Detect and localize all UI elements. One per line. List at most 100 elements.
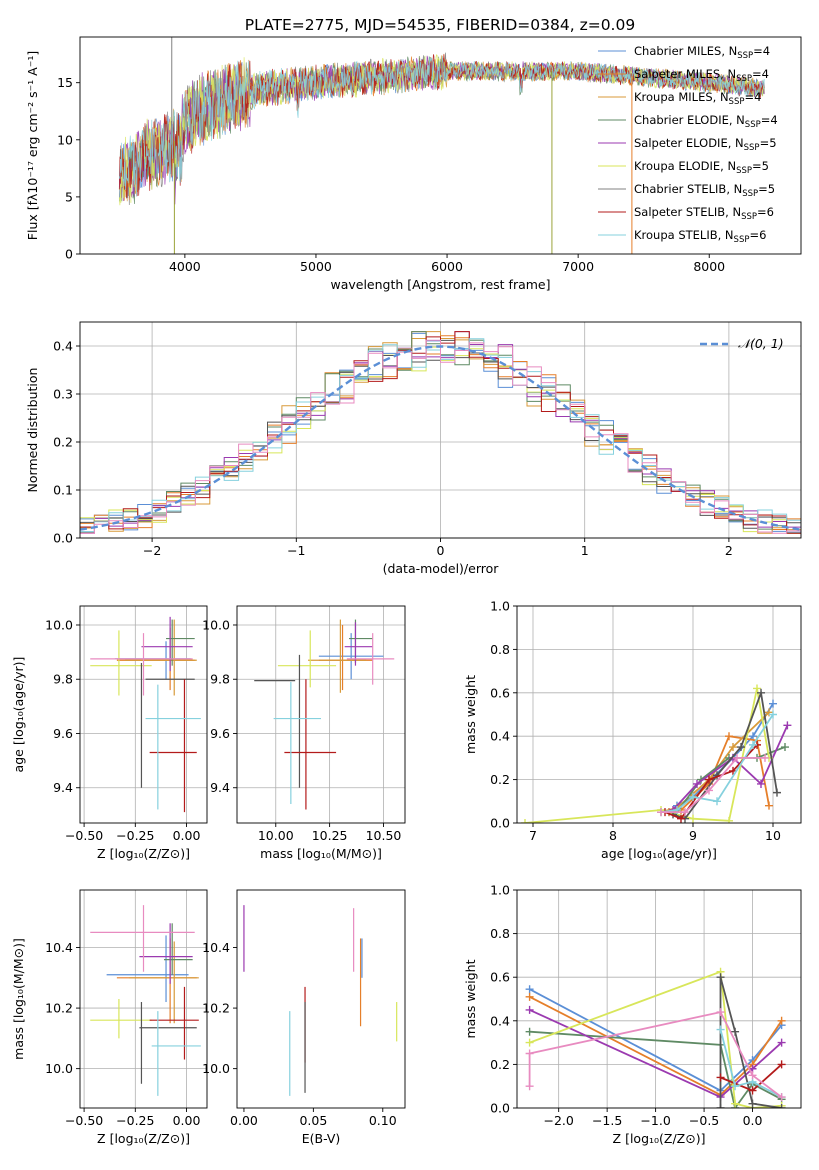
y-tick-label: 9.8 bbox=[210, 672, 230, 687]
mass-weight-marker bbox=[748, 1086, 757, 1095]
x-tick-label: 8000 bbox=[693, 259, 725, 274]
axes-frame bbox=[516, 605, 802, 824]
legend-entry: Chabrier MILES, NSSP=4 bbox=[634, 44, 770, 61]
x-tick-label: −0.50 bbox=[65, 1113, 103, 1128]
plot-area bbox=[254, 619, 395, 810]
gaussian-curve bbox=[80, 345, 801, 531]
mass-weight-marker bbox=[705, 786, 713, 795]
x-axis-label: E(B-V) bbox=[302, 1131, 341, 1146]
legend-entry: Kroupa STELIB, NSSP=6 bbox=[634, 228, 766, 245]
x-axis-label: age [log₁₀(age/yr)] bbox=[601, 846, 717, 861]
mass-weight-marker bbox=[693, 779, 701, 788]
y-tick-label: 10.0 bbox=[202, 617, 230, 632]
x-tick-label: 7000 bbox=[562, 259, 594, 274]
mass-weight-marker bbox=[765, 801, 773, 810]
plot-area bbox=[243, 905, 398, 1096]
mass-weight-marker bbox=[769, 699, 777, 708]
axes-frame bbox=[79, 605, 208, 824]
mass-weight-marker bbox=[681, 808, 689, 817]
legend-entry: Salpeter MILES, NSSP=4 bbox=[634, 67, 769, 84]
mass-weight-marker bbox=[705, 775, 713, 784]
x-tick-label: −2 bbox=[143, 543, 161, 558]
mass-weight-marker bbox=[716, 1104, 725, 1108]
x-tick-label: 10.00 bbox=[258, 828, 294, 843]
y-tick-label: 10.0 bbox=[45, 617, 73, 632]
x-axis-label: mass [log₁₀(M/M⊙)] bbox=[260, 846, 382, 861]
panel-spectrum: Chabrier MILES, NSSP=4 Salpeter MILES, NS… bbox=[25, 36, 802, 292]
x-tick-label: 5000 bbox=[300, 259, 332, 274]
y-tick-label: 15 bbox=[57, 75, 73, 90]
plot-area bbox=[525, 967, 786, 1108]
panel-mass_weight_vs_age: 7 8 9 10 0.0 0.2 0.4 0.6 0.8 1.0 age [log₁₀(age/yr… bbox=[463, 599, 802, 861]
mass-weight-marker bbox=[757, 779, 765, 788]
y-tick-label: 10.0 bbox=[202, 1061, 230, 1076]
mass-weight-marker bbox=[731, 1082, 740, 1091]
mass-weight-marker bbox=[777, 1060, 786, 1069]
x-tick-label: −1.5 bbox=[592, 1113, 622, 1128]
axes-decor: 𝒩(0, 1) −2 −1 0 1 2 0.0 0.1 0.2 0.3 0.4 (data-model… bbox=[25, 321, 802, 576]
y-tick-label: 9.6 bbox=[53, 726, 73, 741]
legend-entry: Kroupa ELODIE, NSSP=5 bbox=[634, 159, 769, 176]
axes-decor: 0.00 0.05 0.10 10.0 10.2 10.4 E(B-V) bbox=[202, 889, 406, 1146]
axes-frame bbox=[516, 889, 802, 1109]
x-tick-label: 10.50 bbox=[366, 828, 402, 843]
panel-age_vs_Z: −0.50 −0.25 0.00 9.4 9.6 9.8 10.0 Z [log₁₀(Z/Z⊙… bbox=[11, 605, 208, 861]
y-tick-label: 1.0 bbox=[490, 883, 510, 898]
axes-frame bbox=[79, 889, 208, 1109]
x-tick-label: 1 bbox=[581, 543, 589, 558]
legend-entry: Salpeter ELODIE, NSSP=5 bbox=[634, 136, 777, 153]
y-tick-label: 5 bbox=[65, 189, 73, 204]
axes-decor: 10.00 10.25 10.50 9.4 9.6 9.8 10.0 mass [log₁₀(… bbox=[202, 605, 406, 861]
mass-weight-marker bbox=[748, 1099, 757, 1108]
mass-weight-marker bbox=[753, 684, 761, 693]
y-tick-label: 0.6 bbox=[490, 685, 510, 700]
x-axis-label: Z [log₁₀(Z/Z⊙)] bbox=[613, 1131, 706, 1146]
mass-weight-marker bbox=[716, 1073, 725, 1082]
panel-mass_weight_vs_Z: −2.0 −1.5 −1.0 −0.5 0.0 0.0 0.2 0.4 0.6 0.8 1.0 Z [… bbox=[463, 883, 802, 1146]
y-tick-label: 0.4 bbox=[490, 1013, 510, 1028]
x-axis-label: (data-model)/error bbox=[383, 561, 500, 576]
x-tick-label: 10.25 bbox=[312, 828, 348, 843]
y-axis-label: mass weight bbox=[463, 959, 478, 1038]
mass-weight-marker bbox=[677, 814, 685, 823]
x-tick-label: −1 bbox=[287, 543, 305, 558]
legend-entry: Salpeter STELIB, NSSP=6 bbox=[634, 205, 774, 222]
y-tick-label: 0.4 bbox=[490, 729, 510, 744]
y-axis-label: mass [log₁₀(M/M⊙)] bbox=[11, 938, 26, 1060]
y-tick-label: 0.8 bbox=[490, 642, 510, 657]
y-tick-label: 9.6 bbox=[210, 726, 230, 741]
y-tick-label: 0 bbox=[65, 247, 73, 262]
x-tick-label: −0.50 bbox=[65, 828, 103, 843]
mass-weight-marker bbox=[731, 1099, 740, 1108]
x-tick-label: 0.05 bbox=[299, 1113, 327, 1128]
y-tick-label: 10.4 bbox=[202, 940, 230, 955]
y-tick-label: 0.4 bbox=[53, 339, 73, 354]
mass-weight-marker bbox=[781, 743, 789, 752]
mass-weight-marker bbox=[777, 1104, 786, 1108]
y-tick-label: 10.2 bbox=[45, 1001, 73, 1016]
y-tick-label: 0.1 bbox=[53, 483, 73, 498]
mass-weight-marker bbox=[525, 1038, 534, 1047]
x-tick-label: 2 bbox=[725, 543, 733, 558]
x-tick-label: 0 bbox=[437, 543, 445, 558]
y-tick-label: 10.2 bbox=[202, 1001, 230, 1016]
mass-weight-marker bbox=[521, 819, 529, 823]
mass-weight-series bbox=[529, 1030, 783, 1108]
x-axis-label: Z [log₁₀(Z/Z⊙)] bbox=[97, 1131, 190, 1146]
axes-decor: −0.50 −0.25 0.00 9.4 9.6 9.8 10.0 Z [log₁₀(Z/Z⊙… bbox=[11, 605, 208, 861]
x-tick-label: 7 bbox=[529, 828, 537, 843]
mass-weight-marker bbox=[749, 732, 757, 741]
mass-weight-marker bbox=[689, 792, 697, 801]
plot-area bbox=[80, 331, 801, 538]
histogram-series bbox=[80, 339, 801, 538]
y-tick-label: 0.0 bbox=[490, 816, 510, 831]
mass-weight-marker bbox=[749, 740, 757, 749]
axes-decor: Chabrier MILES, NSSP=4 Salpeter MILES, NS… bbox=[25, 36, 802, 292]
spectrum-series bbox=[118, 54, 765, 199]
y-tick-label: 0.6 bbox=[490, 970, 510, 985]
y-axis-label: Normed distribution bbox=[25, 368, 40, 493]
mass-weight-series bbox=[660, 711, 770, 813]
y-axis-label: mass weight bbox=[463, 675, 478, 754]
x-tick-label: −0.5 bbox=[689, 1113, 719, 1128]
